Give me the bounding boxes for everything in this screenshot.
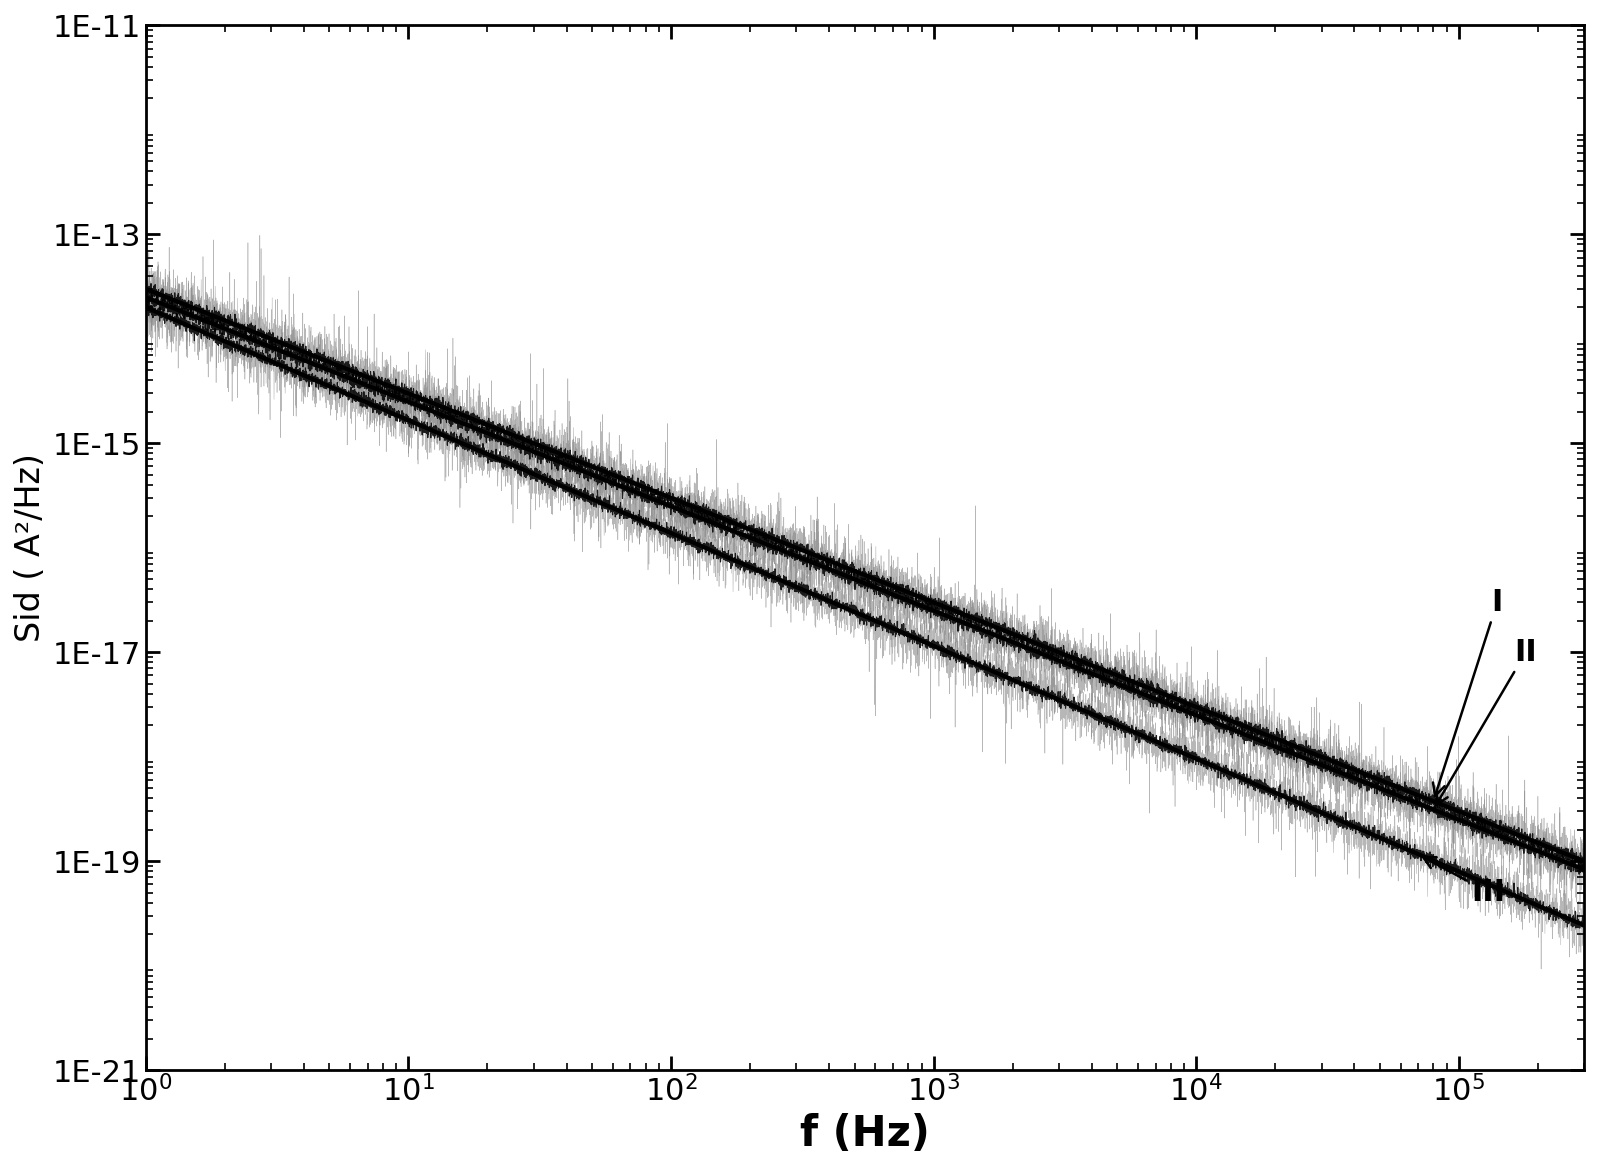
Text: III: III (1424, 857, 1505, 907)
Text: II: II (1437, 638, 1537, 804)
Y-axis label: Sid ( A²/Hz): Sid ( A²/Hz) (14, 454, 46, 642)
Text: I: I (1433, 588, 1502, 796)
X-axis label: f (Hz): f (Hz) (801, 1113, 930, 1155)
